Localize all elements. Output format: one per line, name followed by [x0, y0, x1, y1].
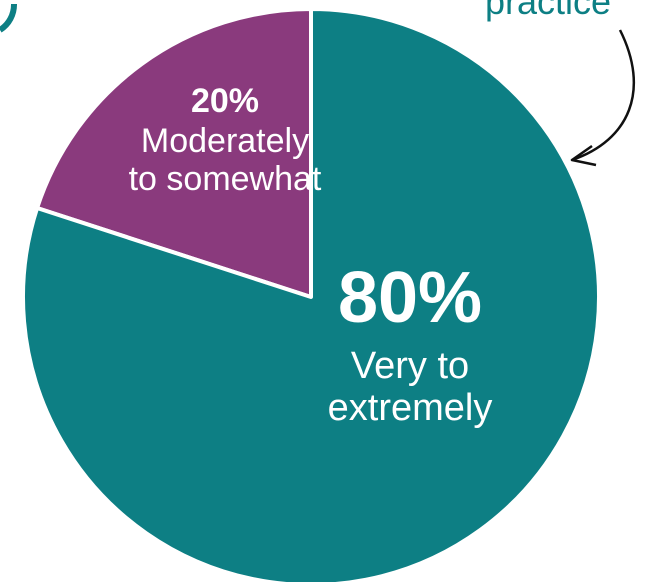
- slice-percent-label-2: 80%: [338, 258, 482, 338]
- slice-category-label-1-line-1: Moderately: [141, 122, 309, 160]
- pie-slices: [21, 7, 601, 582]
- callout-arrowhead: [570, 144, 597, 167]
- pie-slice-1: [35, 7, 313, 299]
- decorative-arc: [0, 3, 18, 33]
- slice-category-label-1-line-2: to somewhat: [129, 160, 322, 198]
- slice-category-label-2-line-2: extremely: [328, 387, 493, 429]
- slice-percent-label-1: 20%: [191, 82, 259, 120]
- callout-text: practice: [485, 0, 612, 22]
- slice-category-label-2-line-1: Very to: [351, 345, 469, 387]
- callout-arrow: [571, 29, 635, 162]
- pie-slice-2: [21, 7, 601, 582]
